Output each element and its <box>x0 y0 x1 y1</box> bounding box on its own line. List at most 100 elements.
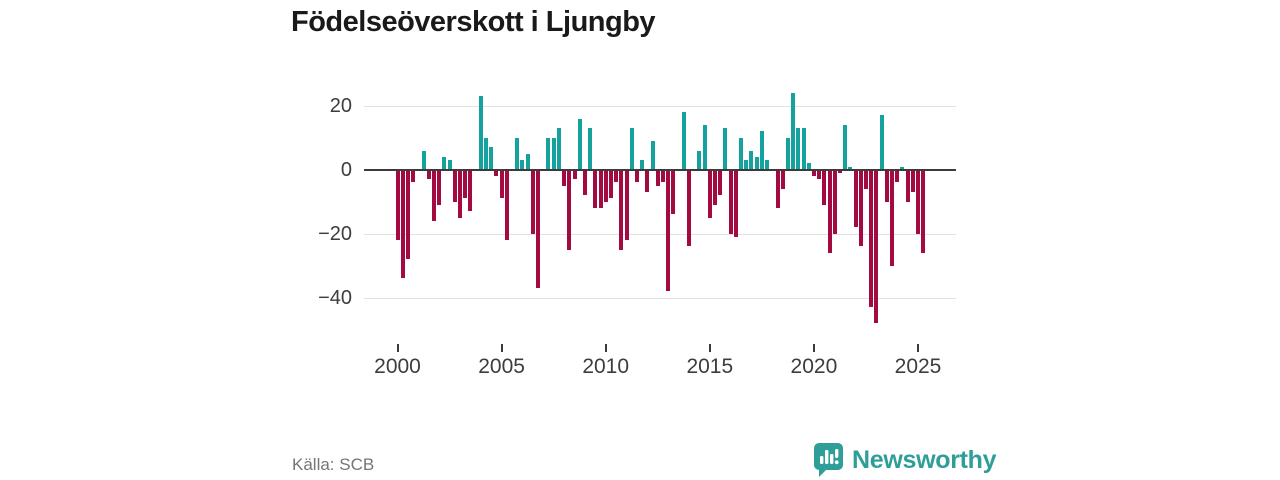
bar-2004Q3 <box>489 147 494 170</box>
x-tick-2000 <box>396 344 399 352</box>
bar-2003Q2 <box>463 169 468 199</box>
bar-2015Q3 <box>718 169 723 196</box>
bar-2014Q4 <box>702 124 707 170</box>
bar-2014Q3 <box>697 150 702 170</box>
bar-2023Q1 <box>874 169 879 324</box>
bar-2020Q4 <box>827 169 832 253</box>
bar-2011Q3 <box>634 169 639 183</box>
bar-2008Q2 <box>567 169 572 250</box>
bar-2007Q4 <box>556 128 561 170</box>
bar-2004Q1 <box>478 96 483 170</box>
bar-2000Q1 <box>395 169 400 241</box>
y-axis-label--40: −40 <box>318 286 352 309</box>
bar-2011Q4 <box>640 160 645 170</box>
bar-2019Q4 <box>806 163 811 170</box>
bar-2021Q4 <box>848 166 853 170</box>
bar-2019Q3 <box>801 128 806 170</box>
bar-2010Q1 <box>603 169 608 202</box>
bar-2005Q4 <box>515 137 520 170</box>
bar-2007Q2 <box>546 137 551 170</box>
x-axis-label-2000: 2000 <box>374 355 421 378</box>
bar-2017Q4 <box>765 160 770 170</box>
source-label: Källa: SCB <box>292 455 375 474</box>
x-axis-label-2010: 2010 <box>582 355 630 378</box>
newsworthy-logo: Newsworthy <box>814 443 997 477</box>
bar-2023Q4 <box>890 169 894 266</box>
bar-2000Q2 <box>400 169 405 279</box>
x-tick-2005 <box>500 344 503 352</box>
bar-2001Q4 <box>431 169 436 221</box>
bar-2021Q1 <box>832 169 837 234</box>
bar-2012Q1 <box>645 169 650 193</box>
bar-2012Q4 <box>661 169 665 183</box>
bar-2022Q4 <box>869 169 874 308</box>
bar-2022Q2 <box>858 169 863 247</box>
bar-2011Q2 <box>629 128 634 170</box>
bar-2018Q2 <box>775 169 780 209</box>
bar-2002Q2 <box>442 156 447 170</box>
bar-2022Q1 <box>853 169 858 228</box>
bar-2004Q2 <box>484 137 488 170</box>
bar-2018Q3 <box>780 169 785 189</box>
bar-2020Q1 <box>811 169 816 177</box>
bar-2024Q2 <box>900 166 905 170</box>
bar-2002Q4 <box>452 169 457 202</box>
bar-2023Q3 <box>884 169 889 202</box>
bar-2024Q1 <box>895 169 900 183</box>
bar-2006Q4 <box>536 169 540 289</box>
bar-2013Q2 <box>671 169 676 215</box>
bar-2008Q4 <box>577 118 582 170</box>
bar-2023Q2 <box>879 115 884 170</box>
bar-2012Q3 <box>655 169 660 186</box>
gridline-y-20 <box>364 105 956 107</box>
bar-2002Q1 <box>437 169 442 205</box>
bar-2000Q4 <box>411 169 416 183</box>
x-axis-label-2025: 2025 <box>894 355 942 378</box>
bar-2021Q2 <box>837 169 842 173</box>
bar-2013Q4 <box>681 112 686 170</box>
bar-2019Q2 <box>796 128 801 170</box>
y-axis-label--20: −20 <box>318 222 352 245</box>
bar-2016Q1 <box>728 169 733 234</box>
bar-2016Q4 <box>744 160 749 170</box>
bar-2017Q1 <box>749 150 754 170</box>
y-axis-label-0: 0 <box>340 158 352 181</box>
bar-2017Q3 <box>759 131 764 170</box>
x-tick-2015 <box>708 344 711 352</box>
bar-2020Q3 <box>822 169 827 205</box>
bar-2015Q2 <box>713 169 717 205</box>
x-axis-label-2015: 2015 <box>686 355 734 378</box>
bar-2001Q3 <box>426 169 431 180</box>
bar-2000Q3 <box>405 169 410 260</box>
bar-2016Q2 <box>733 169 738 237</box>
bar-2006Q3 <box>530 169 535 234</box>
bar-2015Q4 <box>723 128 728 170</box>
bar-2012Q2 <box>650 140 655 170</box>
x-tick-2025 <box>917 344 919 352</box>
bar-2001Q2 <box>421 150 426 170</box>
bar-2014Q1 <box>687 169 691 247</box>
bar-2006Q2 <box>525 153 530 170</box>
newsworthy-logo-text: Newsworthy <box>852 445 997 474</box>
bar-2003Q3 <box>468 169 473 212</box>
bar-2025Q2 <box>921 169 926 253</box>
x-axis-label-2005: 2005 <box>478 355 525 378</box>
speech-bubble-shape <box>814 443 843 477</box>
bar-2005Q1 <box>499 169 504 199</box>
bar-2009Q3 <box>593 169 598 209</box>
bar-2013Q1 <box>666 169 671 292</box>
bar-2007Q3 <box>551 137 556 170</box>
bar-2015Q1 <box>707 169 712 218</box>
bar-2009Q2 <box>588 128 593 170</box>
bar-2010Q3 <box>614 169 619 183</box>
x-axis-label-2020: 2020 <box>790 355 838 378</box>
bar-2003Q1 <box>458 169 462 218</box>
newsworthy-logo-icon <box>814 443 843 477</box>
bar-2025Q1 <box>916 169 920 234</box>
bar-2024Q4 <box>910 169 915 193</box>
bar-2022Q3 <box>864 169 868 189</box>
bar-2009Q1 <box>582 169 587 196</box>
x-tick-2020 <box>812 344 815 352</box>
